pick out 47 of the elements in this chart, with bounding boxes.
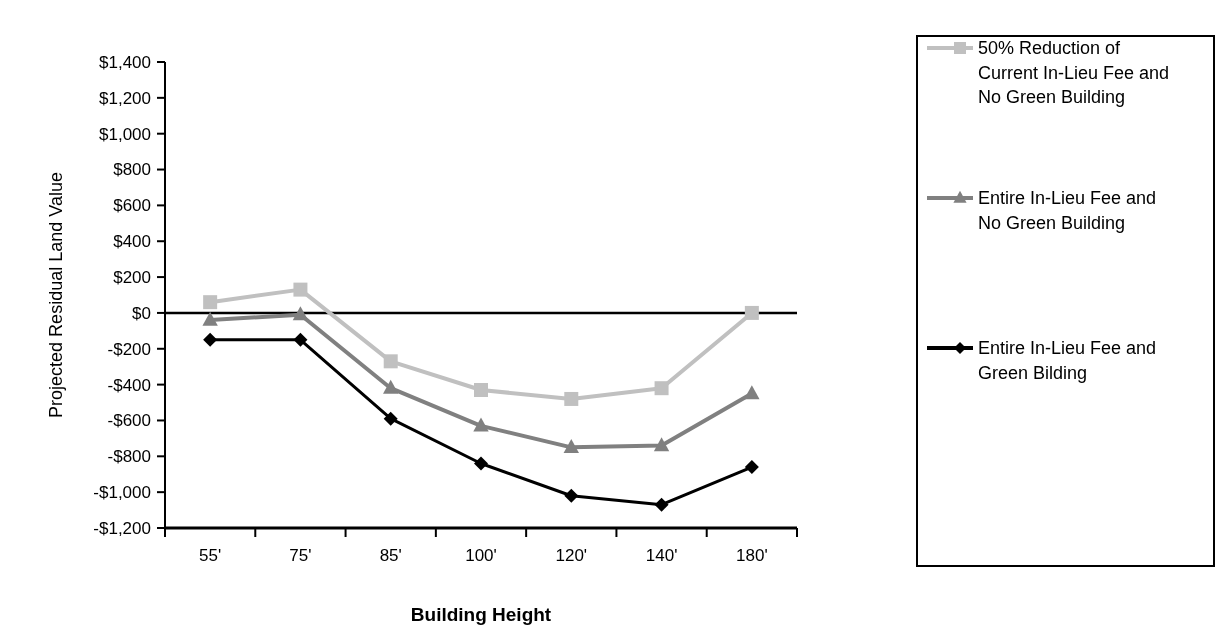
point	[564, 488, 579, 503]
y-tick-label: $1,400	[99, 52, 151, 72]
x-tick-label: 120'	[555, 546, 588, 565]
point	[563, 438, 579, 453]
y-tick-label: $1,000	[99, 124, 151, 144]
point	[744, 305, 759, 320]
point	[653, 437, 670, 452]
x-tick-label: 140'	[645, 546, 678, 565]
y-tick-label: -$800	[107, 447, 151, 467]
point	[203, 295, 218, 310]
point	[474, 382, 488, 397]
y-tick-label: -$1,000	[93, 483, 151, 503]
x-axis-title: Building Height	[410, 604, 552, 625]
point	[744, 460, 759, 475]
y-tick-label: $600	[113, 196, 151, 216]
point	[292, 306, 309, 321]
y-axis-title: Projected Residual Land Value	[46, 172, 66, 418]
point	[654, 497, 669, 512]
y-tick-label: -$400	[107, 375, 151, 395]
y-tick-label: -$600	[107, 411, 151, 431]
point	[654, 381, 669, 396]
x-tick-label: 100'	[465, 546, 497, 565]
point	[203, 332, 218, 347]
x-tick-label: 85'	[379, 546, 402, 565]
point	[383, 379, 399, 394]
y-tick-label: $0	[132, 303, 151, 323]
point	[383, 354, 398, 369]
point	[473, 417, 489, 432]
y-tick-label: $1,200	[99, 88, 151, 108]
y-tick-label: -$200	[107, 339, 151, 359]
point	[564, 391, 579, 406]
legend-label: Entire In-Lieu Fee and Green Bilding	[978, 338, 1157, 383]
y-tick-label: -$1,200	[93, 518, 151, 538]
y-tick-label: $200	[113, 268, 151, 288]
legend-label: 50% Reduction of Current In-Lieu Fee and No Green Building	[978, 38, 1170, 107]
point	[744, 385, 760, 400]
x-tick-label: 55'	[199, 546, 222, 565]
legend-label: Entire In-Lieu Fee and No Green Building	[978, 188, 1157, 233]
point	[293, 282, 308, 297]
y-tick-label: $800	[113, 160, 151, 180]
x-tick-label: 75'	[289, 546, 312, 565]
point	[474, 456, 488, 471]
point	[293, 332, 308, 347]
point	[202, 311, 218, 326]
y-tick-label: $400	[113, 232, 151, 252]
x-tick-label: 180'	[736, 546, 768, 565]
point	[383, 411, 398, 426]
